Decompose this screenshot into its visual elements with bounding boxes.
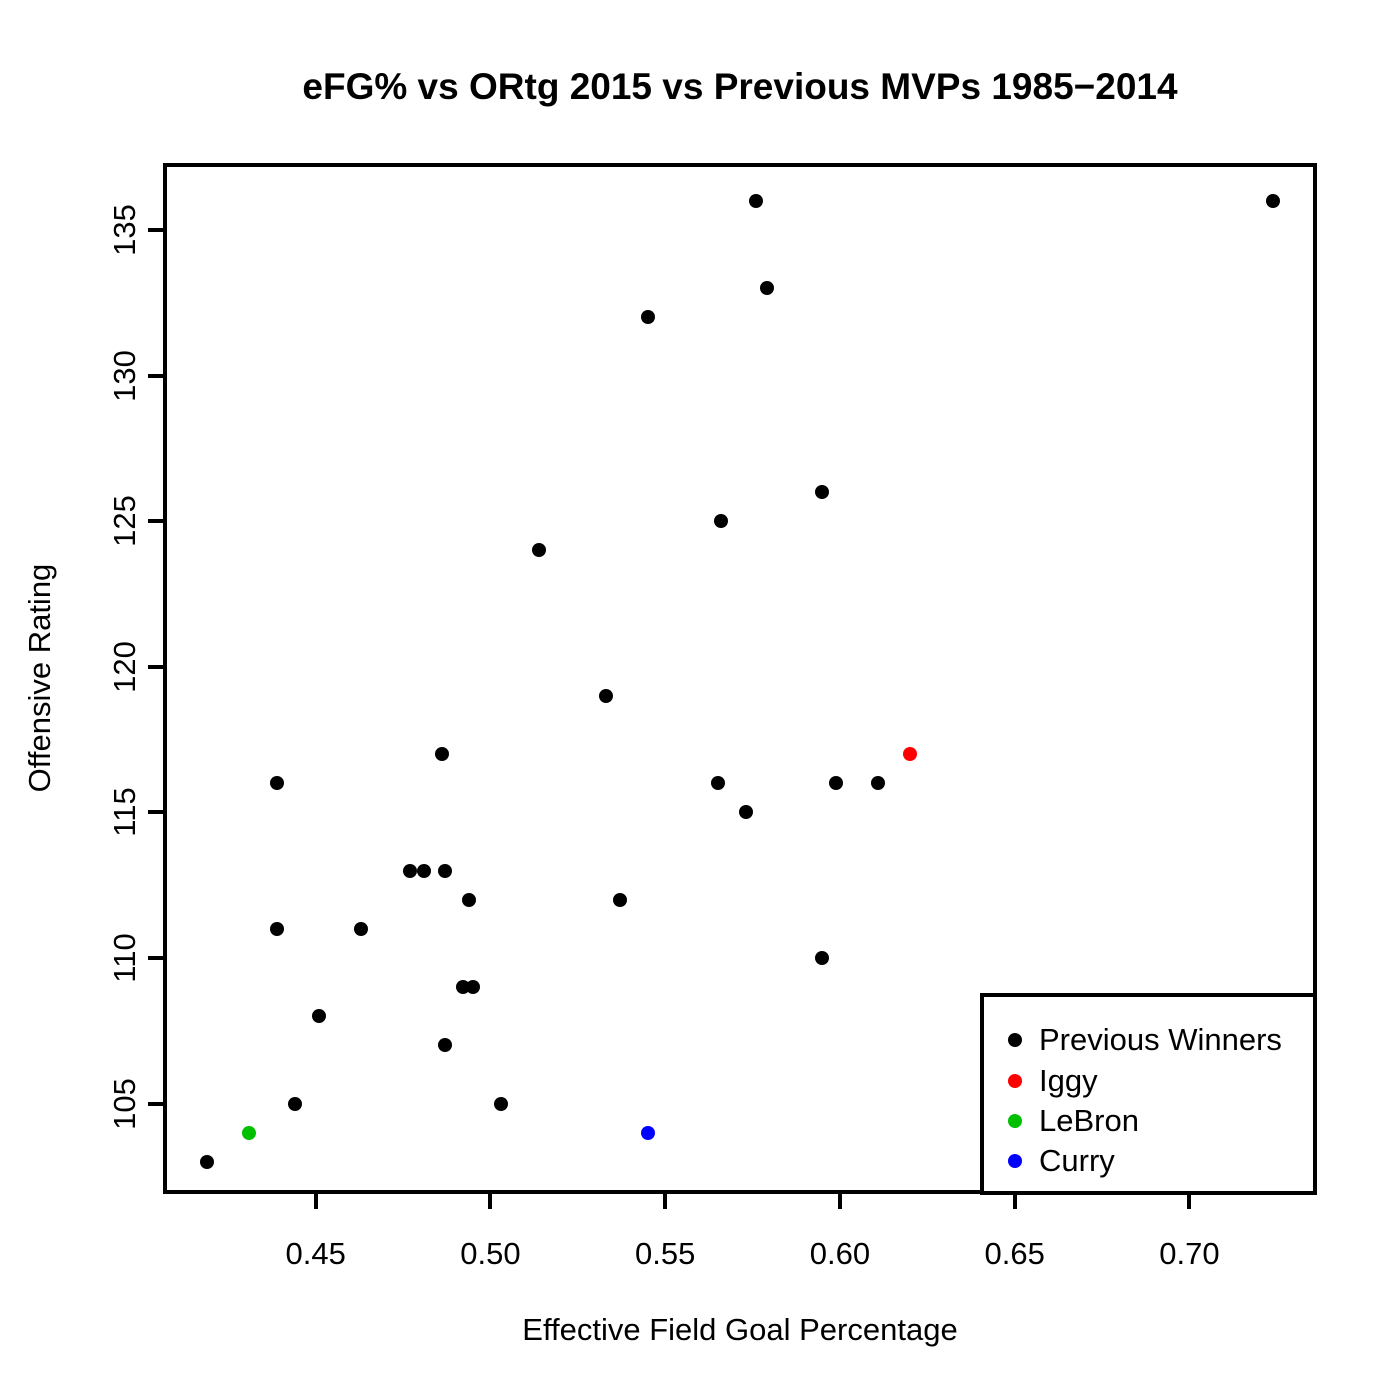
x-axis-title: Effective Field Goal Percentage [522, 1312, 958, 1347]
data-point-previous-winners [871, 776, 886, 791]
x-axis-tick-label: 0.70 [1159, 1236, 1220, 1271]
x-axis-tick [1012, 1194, 1017, 1209]
y-axis-tick-label: 120 [107, 640, 142, 693]
x-axis-tick-label: 0.55 [635, 1236, 696, 1271]
legend-swatch-iggy [1008, 1074, 1022, 1088]
y-axis-tick [148, 664, 163, 669]
data-point-lebron [242, 1125, 257, 1140]
y-axis-tick [148, 227, 163, 232]
legend-label-iggy: Iggy [1039, 1063, 1098, 1098]
y-axis-tick-label: 135 [107, 204, 142, 256]
legend-label-lebron: LeBron [1039, 1103, 1139, 1138]
data-point-previous-winners [738, 805, 753, 820]
legend-label-curry: Curry [1039, 1143, 1115, 1178]
data-point-previous-winners [829, 776, 844, 791]
data-point-previous-winners [438, 1038, 453, 1053]
data-point-previous-winners [714, 514, 729, 529]
data-point-previous-winners [815, 951, 830, 966]
x-axis-tick-label: 0.45 [285, 1236, 346, 1271]
data-point-previous-winners [493, 1096, 508, 1111]
y-axis-title: Offensive Rating [22, 563, 57, 793]
legend-swatch-lebron [1008, 1114, 1022, 1128]
y-axis-tick [148, 810, 163, 815]
data-point-curry [640, 1125, 655, 1140]
data-point-previous-winners [200, 1154, 215, 1169]
data-point-previous-winners [1266, 193, 1281, 208]
y-axis-tick-label: 110 [107, 933, 142, 983]
data-point-previous-winners [438, 863, 453, 878]
x-axis-tick [663, 1194, 668, 1209]
y-axis-tick-label: 125 [107, 495, 142, 548]
data-point-previous-winners [270, 776, 285, 791]
x-axis-tick [1187, 1194, 1192, 1209]
data-point-previous-winners [403, 863, 418, 878]
y-axis-tick-label: 115 [107, 787, 142, 838]
x-axis-tick [488, 1194, 493, 1209]
data-point-previous-winners [465, 980, 480, 995]
y-axis-tick [148, 956, 163, 961]
data-point-previous-winners [759, 281, 774, 296]
data-point-previous-winners [815, 485, 830, 500]
data-point-previous-winners [354, 921, 369, 936]
legend-item-lebron: LeBron [984, 1101, 1139, 1141]
legend-label-previous-winners: Previous Winners [1039, 1022, 1282, 1057]
data-point-previous-winners [749, 193, 764, 208]
y-axis-tick [148, 373, 163, 378]
y-axis-tick [148, 519, 163, 524]
x-axis-tick-label: 0.50 [460, 1236, 521, 1271]
x-axis-tick [837, 1194, 842, 1209]
data-point-previous-winners [710, 776, 725, 791]
x-axis-tick-label: 0.60 [809, 1236, 871, 1271]
data-point-previous-winners [270, 921, 285, 936]
legend-item-previous-winners: Previous Winners [984, 1020, 1282, 1060]
data-point-previous-winners [434, 747, 449, 762]
data-point-previous-winners [640, 310, 655, 325]
legend-item-iggy: Iggy [984, 1061, 1098, 1101]
legend-item-curry: Curry [984, 1141, 1115, 1181]
chart-title: eFG% vs ORtg 2015 vs Previous MVPs 1985−… [302, 66, 1178, 107]
data-point-previous-winners [612, 892, 627, 907]
data-point-previous-winners [287, 1096, 302, 1111]
legend-swatch-previous-winners [1008, 1033, 1022, 1047]
data-point-previous-winners [462, 892, 477, 907]
x-axis-tick [313, 1194, 318, 1209]
data-point-previous-winners [598, 688, 613, 703]
data-point-previous-winners [417, 863, 432, 878]
y-axis-tick-label: 105 [107, 1077, 142, 1130]
data-point-iggy [902, 747, 917, 762]
data-point-previous-winners [532, 543, 547, 558]
y-axis-tick [148, 1101, 163, 1106]
data-point-previous-winners [312, 1009, 327, 1024]
legend: Previous Winners Iggy LeBron Curry [980, 993, 1317, 1195]
legend-swatch-curry [1008, 1154, 1022, 1168]
y-axis-tick-label: 130 [107, 349, 142, 402]
x-axis-tick-label: 0.65 [984, 1236, 1045, 1271]
